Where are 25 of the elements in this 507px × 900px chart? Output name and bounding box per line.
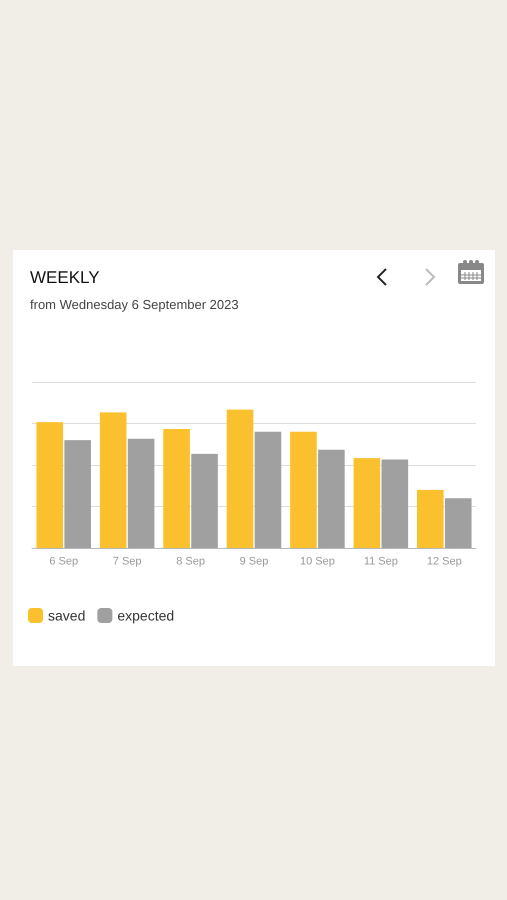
bar [100, 412, 126, 548]
legend-label: expected [117, 608, 174, 624]
bar [290, 432, 317, 548]
bar [354, 458, 380, 548]
x-tick-label: 10 Sep [300, 556, 335, 568]
bar [318, 450, 345, 548]
x-tick-label: 7 Sep [112, 556, 142, 568]
legend-label: saved [48, 608, 86, 624]
bar [163, 429, 190, 548]
chart-subtitle: from Wednesday 6 September 2023 [30, 297, 239, 312]
x-tick-label: 11 Sep [364, 556, 398, 568]
bar [64, 440, 91, 548]
x-tick-label: 9 Sep [240, 556, 268, 568]
bar [128, 438, 154, 548]
bar [417, 490, 444, 548]
bar [191, 454, 218, 548]
chart-title: WEEKLY [30, 268, 100, 287]
x-tick-label: 8 Sep [176, 556, 205, 568]
bar [36, 422, 64, 548]
x-tick-label: 6 Sep [49, 556, 78, 568]
bar [382, 459, 408, 548]
x-tick-label: 12 Sep [426, 556, 462, 568]
bar [254, 432, 282, 548]
bar [444, 498, 472, 548]
bar [226, 410, 254, 548]
